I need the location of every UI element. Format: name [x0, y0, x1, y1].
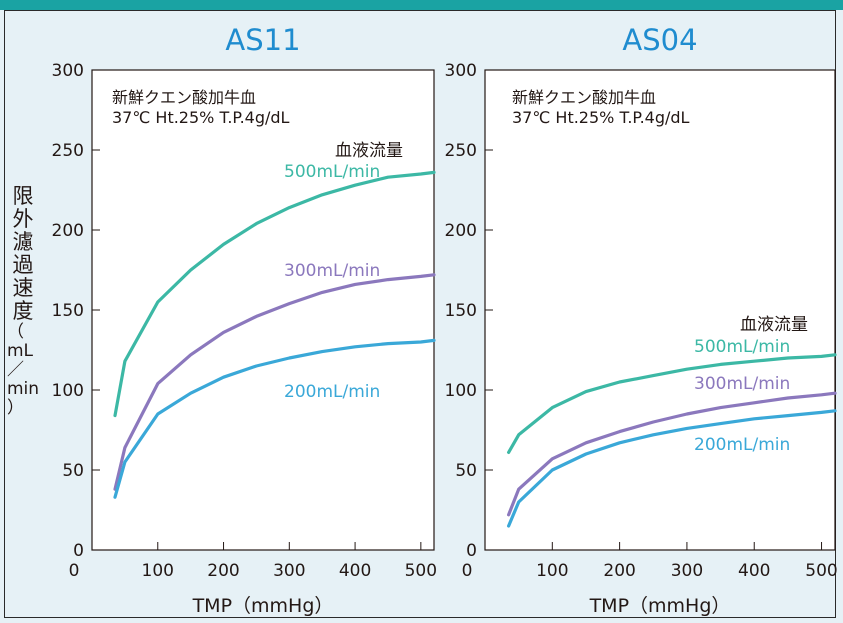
- chart-1-series-label: 200mL/min: [284, 382, 380, 402]
- chart-1-ytick-label: 100: [52, 381, 84, 401]
- chart-1-xtick-label: 400: [339, 561, 371, 581]
- chart-1-xtick-label: 200: [207, 561, 239, 581]
- chart-2-ytick-label: 300: [445, 61, 477, 81]
- y-axis-title-char: 外: [12, 207, 34, 231]
- chart-1-xtick-label: 300: [273, 561, 305, 581]
- chart-2-title: AS04: [622, 23, 697, 57]
- chart-2-ytick-label: 250: [445, 141, 477, 161]
- header-bar: [0, 0, 843, 10]
- y-axis-unit-part: mL: [6, 341, 33, 361]
- chart-2-series-line-200mlmin: [507, 409, 837, 528]
- chart-2-series-label: 500mL/min: [694, 337, 790, 357]
- y-axis-title-char: 過: [12, 253, 34, 277]
- chart-2-xtick-label: 0: [462, 561, 473, 581]
- chart-1-ytick-label: 300: [52, 61, 84, 81]
- chart-1-series-line-300mlmin: [113, 273, 436, 491]
- chart-2-xtick-label: 200: [603, 561, 635, 581]
- chart-2-x-axis-title: TMP（mmHg）: [589, 595, 731, 617]
- chart-1-series-label: 500mL/min: [284, 162, 380, 182]
- chart-2-series-label: 200mL/min: [694, 435, 790, 455]
- y-axis-unit: （mL ／ min）: [7, 323, 39, 418]
- chart-2-xtick-label: 400: [738, 561, 770, 581]
- chart-2-xtick-label: 500: [805, 561, 837, 581]
- chart-2-legend-title: 血液流量: [740, 315, 808, 335]
- chart-1-xtick-label: 100: [142, 561, 174, 581]
- chart-1-x-axis-title: TMP（mmHg）: [192, 595, 334, 617]
- chart-1-ytick-label: 200: [52, 221, 84, 241]
- y-axis-title-char: 速: [12, 276, 34, 300]
- chart-1-xtick-label: 500: [405, 561, 437, 581]
- chart-2-series-line-300mlmin: [507, 391, 837, 517]
- chart-2-plot-area: [484, 69, 836, 551]
- y-axis-unit-part: min: [6, 379, 40, 399]
- chart-1-ytick-label: 50: [62, 461, 84, 481]
- y-axis-unit-part: （: [6, 322, 24, 342]
- chart-1-note-line-1: 新鮮クエン酸加牛血: [112, 88, 256, 107]
- chart-1-series-label: 300mL/min: [284, 261, 380, 281]
- chart-2-note-line-1: 新鮮クエン酸加牛血: [512, 88, 656, 107]
- chart-2-ytick-label: 50: [455, 461, 477, 481]
- chart-1-ytick-label: 250: [52, 141, 84, 161]
- y-axis-title-char: 濾: [12, 230, 34, 254]
- y-axis-title-char: 度: [12, 299, 34, 323]
- y-axis-title-char: 限: [12, 184, 34, 208]
- chart-2-series-line-500mlmin: [507, 353, 837, 454]
- chart-1-series-line-500mlmin: [113, 170, 436, 418]
- chart-1-ytick-label: 150: [52, 301, 84, 321]
- chart-2-series-label: 300mL/min: [694, 374, 790, 394]
- chart-1-title: AS11: [225, 23, 300, 57]
- chart-1-xtick-label: 0: [69, 561, 80, 581]
- y-axis-unit-part: ／: [6, 360, 24, 380]
- chart-2-xtick-label: 300: [671, 561, 703, 581]
- chart-1-plot-area: [91, 69, 435, 551]
- y-axis-title-text: 限外濾過速度: [13, 185, 34, 323]
- chart-2-ytick-label: 100: [445, 381, 477, 401]
- chart-2-ytick-label: 0: [466, 541, 477, 561]
- chart-1-ytick-label: 0: [73, 541, 84, 561]
- y-axis-unit-part: ）: [6, 398, 24, 418]
- chart-2-ytick-label: 150: [445, 301, 477, 321]
- chart-1-series-line-200mlmin: [113, 338, 436, 499]
- chart-2-note-line-2: 37℃ Ht.25% T.P.4g/dL: [512, 108, 690, 127]
- chart-1-note-line-2: 37℃ Ht.25% T.P.4g/dL: [112, 108, 290, 127]
- chart-2-ytick-label: 200: [445, 221, 477, 241]
- y-axis-title: 限外濾過速度 （mL ／ min）: [7, 185, 39, 418]
- chart-2-xtick-label: 100: [536, 561, 568, 581]
- chart-1-legend-title: 血液流量: [335, 141, 403, 161]
